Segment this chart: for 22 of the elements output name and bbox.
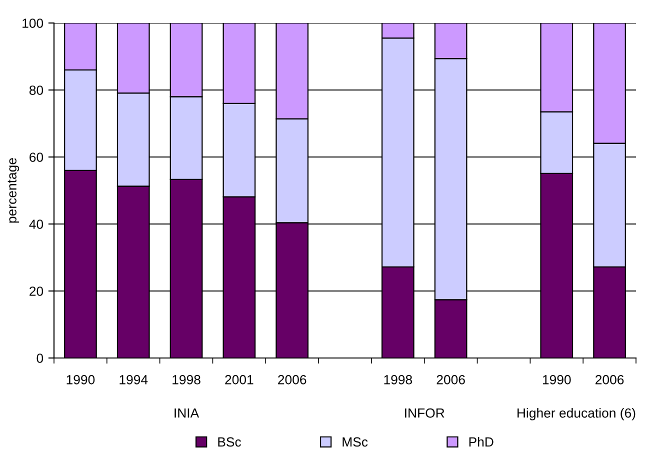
- text: Higher education (6): [518, 408, 636, 420]
- text: INFOR: [405, 408, 444, 418]
- x-tick-label: 1990: [542, 375, 571, 384]
- x-tick-label: 1998: [172, 375, 200, 384]
- text: INIA: [174, 408, 200, 418]
- y-tick-label: 20: [30, 286, 44, 296]
- legend-label: BSc: [218, 437, 241, 447]
- x-tick-label: 2001: [225, 375, 254, 384]
- x-tick-label: 2006: [596, 375, 624, 384]
- x-tick-label: 1998: [384, 375, 412, 384]
- y-tick-label: 80: [29, 86, 44, 95]
- legend-label: MSc: [342, 437, 368, 447]
- y-tick-label: 40: [29, 220, 44, 229]
- x-tick-label: 1994: [120, 375, 148, 384]
- x-tick-label: 2006: [278, 375, 306, 384]
- x-tick-label: 2006: [436, 375, 465, 384]
- legend-label: PhD: [469, 436, 494, 447]
- x-tick-label: 1990: [66, 375, 95, 384]
- y-axis-title: percentage: [8, 158, 20, 223]
- y-tick-label: 60: [30, 152, 44, 162]
- y-tick-label: 0: [36, 354, 44, 363]
- y-tick-label: 100: [22, 18, 44, 28]
